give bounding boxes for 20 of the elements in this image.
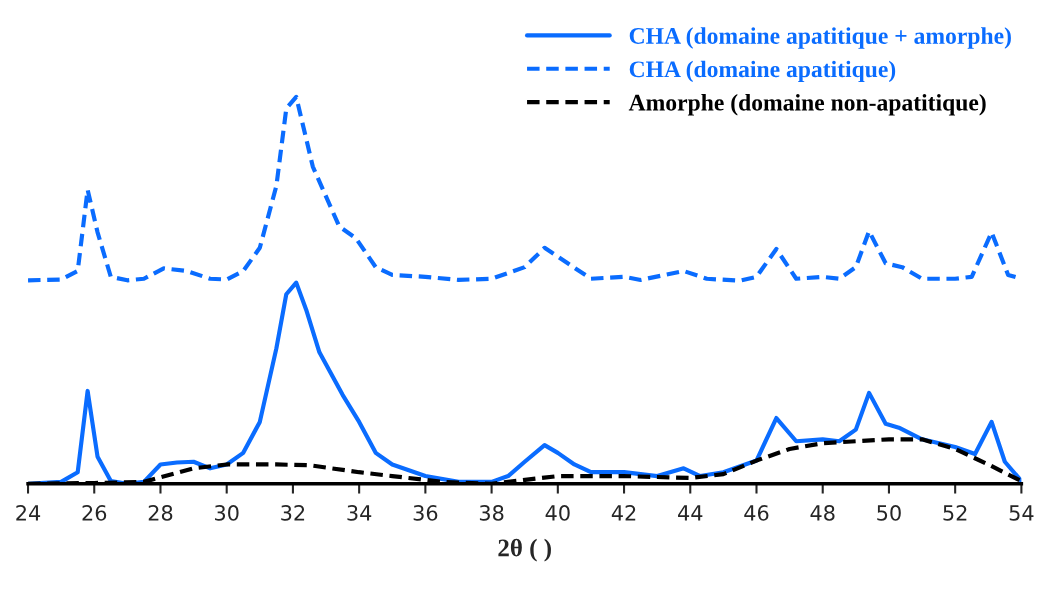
x-tick-label: 28	[148, 505, 173, 521]
x-tick-label: 38	[479, 505, 504, 521]
x-tick-label: 26	[82, 505, 107, 521]
x-tick-label: 36	[413, 505, 438, 521]
x-tick-label: 54	[1009, 505, 1034, 521]
legend-label: CHA (domaine apatitique + amorphe)	[629, 27, 1011, 49]
x-tick-label: 52	[943, 505, 967, 521]
x-axis-title: 2θ ( )	[498, 538, 551, 562]
x-tick-label: 42	[611, 505, 636, 521]
x-tick-label: 30	[215, 505, 239, 521]
x-tick-label: 48	[810, 505, 835, 521]
legend-label: Amorphe (domaine non-apatitique)	[628, 94, 986, 116]
x-tick-label: 46	[744, 505, 769, 521]
x-tick-label: 34	[347, 505, 372, 521]
x-tick-label: 50	[877, 505, 901, 521]
x-tick-label: 44	[678, 505, 703, 521]
x-tick-label: 32	[281, 505, 305, 521]
legend-label: CHA (domaine apatitique)	[629, 60, 896, 83]
x-tick-label: 24	[16, 505, 41, 521]
x-tick-label: 40	[545, 505, 570, 521]
